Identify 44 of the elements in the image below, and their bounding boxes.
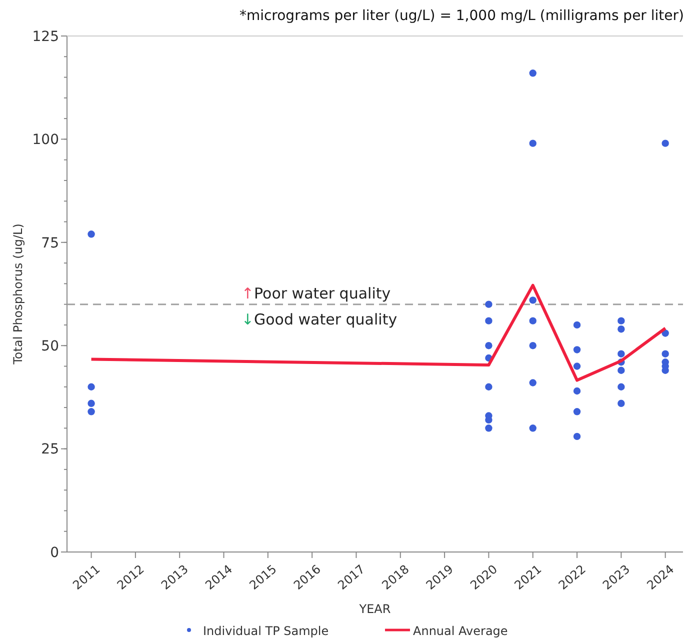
y-tick-label: 125	[32, 28, 59, 45]
point	[529, 342, 536, 350]
point	[618, 383, 625, 390]
point	[88, 408, 95, 416]
point	[618, 350, 625, 358]
point	[573, 362, 581, 370]
y-tick-label: 100	[32, 132, 59, 148]
point	[573, 346, 581, 354]
point	[662, 350, 669, 358]
point	[88, 230, 95, 238]
point	[618, 325, 625, 333]
point	[529, 70, 536, 77]
point	[573, 432, 581, 440]
legend-label: Individual TP Sample	[203, 624, 329, 638]
y-tick-label: 50	[41, 338, 59, 354]
annotation: ↓Good water quality	[241, 310, 398, 328]
point	[485, 342, 492, 350]
x-axis-title: YEAR	[358, 602, 391, 616]
point	[485, 383, 492, 390]
point	[573, 408, 581, 416]
y-axis-title: Total Phosphorus (ug/L)	[11, 224, 25, 366]
point	[88, 400, 95, 407]
point	[529, 140, 536, 147]
y-tick-label: 0	[50, 544, 59, 561]
point	[485, 424, 492, 432]
point	[88, 383, 95, 390]
point	[529, 317, 536, 324]
point	[573, 321, 581, 329]
point	[573, 387, 581, 395]
point	[529, 296, 536, 304]
point	[529, 379, 536, 386]
annotation: ↑Poor water quality	[241, 284, 391, 302]
line-series	[90, 284, 667, 382]
point	[662, 140, 669, 147]
point	[618, 400, 625, 407]
point	[618, 317, 625, 324]
point	[529, 424, 536, 432]
y-tick-label: 75	[41, 235, 59, 252]
y-tick-label: 25	[41, 442, 59, 458]
point	[485, 300, 492, 308]
legend-label: Annual Average	[413, 624, 508, 638]
text: *micrograms per liter (ug/L) = 1,000 mg/L (milligrams per liter)	[239, 8, 684, 24]
point	[618, 366, 625, 374]
point	[485, 317, 492, 324]
